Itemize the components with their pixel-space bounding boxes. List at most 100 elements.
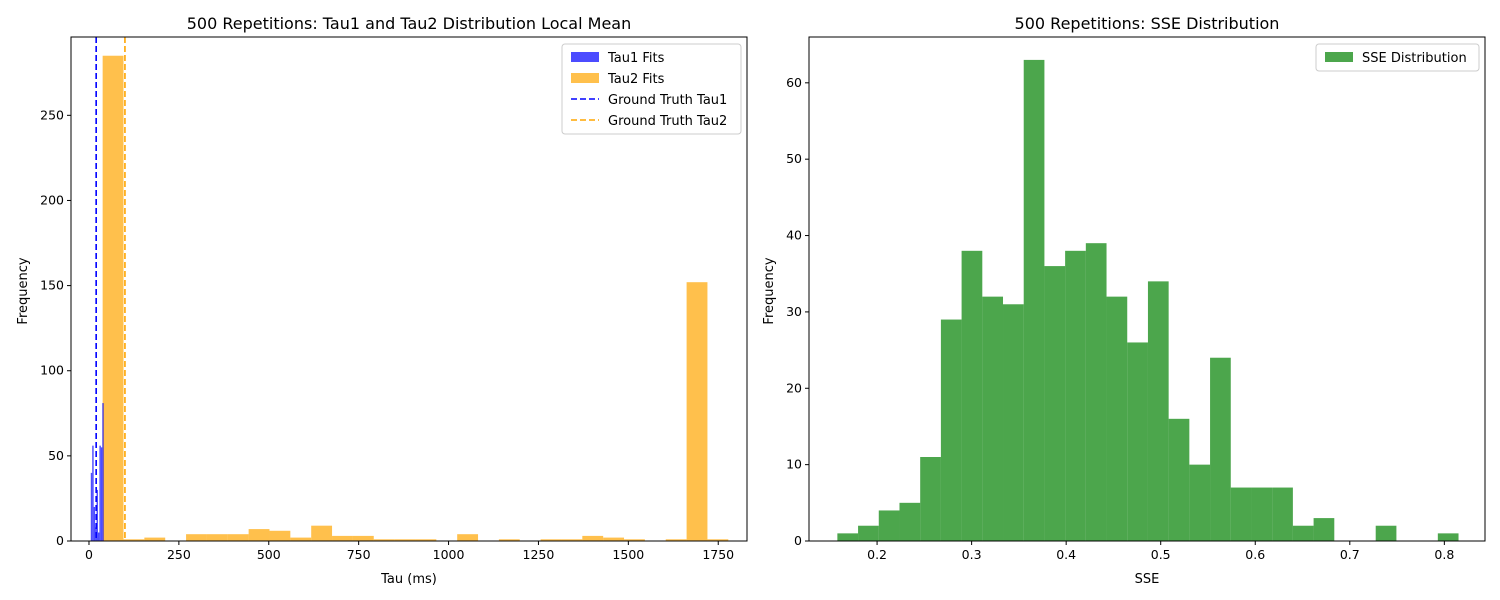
chart-title: 500 Repetitions: Tau1 and Tau2 Distribut… [187,14,631,33]
legend-entry-label: Tau1 Fits [607,51,665,66]
tau1-bar [96,489,98,541]
tau2-bar [457,534,479,541]
tau2-bar [624,539,645,541]
x-tick-label: 1750 [702,547,734,562]
y-tick-label: 50 [48,448,64,463]
sse-bar [940,319,962,541]
x-tick-label: 1250 [523,547,555,562]
sse-bar [1003,304,1024,541]
sse-bar [1437,533,1459,541]
x-axis-label: Tau (ms) [380,572,437,587]
x-tick-label: 250 [167,547,191,562]
tau1-bar [102,403,104,541]
legend: Tau1 Fits Tau2 Fits Ground Truth Tau1 Groun… [561,43,742,135]
y-tick-label: 60 [786,75,802,90]
sse-bar [1065,250,1086,541]
x-tick-label: 0.3 [962,547,982,562]
tau2-bar [415,539,437,541]
tau2-bar [227,534,249,541]
y-tick-label: 40 [786,228,802,243]
tau2-bar [582,535,604,541]
sse-bar [1147,281,1169,541]
sse-bar [961,250,983,541]
x-tick-label: 0.2 [867,547,887,562]
x-tick-label: 500 [257,547,281,562]
sse-bar [1106,296,1128,541]
tau2-bar [186,534,207,541]
tau2-bar [686,282,708,541]
sse-bar [1313,518,1335,541]
legend-entry-label: Tau2 Fits [607,72,665,87]
x-tick-label: 750 [347,547,371,562]
tau2-bar [352,535,374,541]
y-tick-label: 20 [786,380,802,395]
tau1-bar [100,447,103,541]
sse-bar [1292,525,1314,541]
tau2-bar [603,537,625,541]
y-axis-label: Frequency [16,257,31,324]
sse-bar [1023,59,1045,542]
x-tick-label: 1000 [433,547,465,562]
tau2-bar [206,534,228,541]
legend-entry-label: Ground Truth Tau1 [608,93,727,108]
sse-bar [1127,342,1148,541]
legend-entry-label: SSE Distribution [1362,51,1467,66]
x-tick-label: 0.6 [1245,547,1265,562]
sse-bar [982,296,1004,541]
sse-bar [920,457,941,541]
tau2-bar [561,539,583,541]
tau1-bar [93,506,96,541]
tau2-bar [498,539,520,541]
tau2-bar [290,537,312,541]
sse-bar [1375,525,1397,541]
tau2-bar [373,539,395,541]
chart-title: 500 Repetitions: SSE Distribution [1015,14,1280,33]
tau2-bar [394,539,416,541]
sse-bar [1251,487,1273,541]
legend-entry-label: Ground Truth Tau2 [608,114,727,129]
y-tick-label: 0 [794,533,802,548]
tau-histogram-chart: 500 Repetitions: Tau1 and Tau2 Distribut… [16,14,748,587]
sse-bar [1085,243,1107,541]
tau1-bar [97,532,100,541]
tau2-bar [311,525,333,541]
tau2-bar [144,537,166,541]
y-axis-label: Frequency [762,257,777,324]
sse-bar [1210,357,1231,541]
sse-bar [858,525,879,541]
plot-area: 0 50 100 150 200 250 0 250 500 750 1000 1250 1500 175… [40,36,748,562]
tau1-bar [90,472,93,541]
tau2-bar [269,530,291,541]
tau1-bar [92,445,94,541]
sse-bar [1189,464,1211,541]
tau2-bar [332,535,353,541]
y-tick-label: 0 [56,533,64,548]
sse-bar [899,502,921,541]
legend-swatch [1325,52,1353,62]
sse-bar [837,533,859,541]
sse-bar [878,510,900,541]
tau2-bar [707,539,729,541]
y-tick-label: 200 [40,192,64,207]
axes-frame [70,36,748,542]
sse-bar [1044,266,1066,541]
legend-frame [1315,43,1480,72]
y-tick-label: 250 [40,107,64,122]
y-tick-label: 10 [786,457,802,472]
tau2-bar [540,539,562,541]
tau2-bar [123,539,145,541]
x-axis-label: SSE [1135,572,1160,587]
sse-bar [1168,418,1190,541]
tau2-bar [102,55,124,541]
y-tick-label: 100 [40,363,64,378]
y-tick-label: 50 [786,151,802,166]
y-tick-label: 150 [40,278,64,293]
legend-frame [561,43,742,135]
sse-bar [1272,487,1293,541]
y-tick-label: 30 [786,304,802,319]
sse-bar [1230,487,1252,541]
tau1-bar [99,445,101,541]
sse-histogram-chart: 500 Repetitions: SSE Distribution 0 10 20 3… [762,14,1486,587]
x-tick-label: 0 [85,547,93,562]
